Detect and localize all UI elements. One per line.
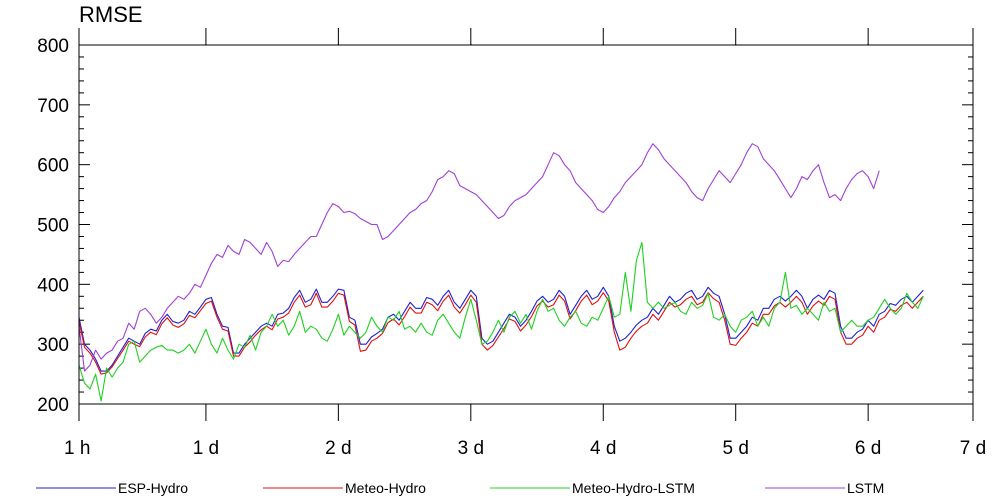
series-line-esp-hydro — [78, 286, 924, 372]
y-tick-label: 400 — [37, 275, 69, 296]
legend-label: Meteo-Hydro-LSTM — [572, 480, 695, 496]
y-axis-tick-labels: 200 300 400 500 600 700 800 — [37, 36, 69, 416]
legend: ESP-Hydro Meteo-Hydro Meteo-Hydro-LSTM LSTM — [36, 480, 884, 496]
x-tick-label: 2 d — [325, 438, 351, 459]
x-tick-label: 1 h — [64, 438, 90, 459]
x-tick-label: 3 d — [458, 438, 484, 459]
y-tick-label: 300 — [37, 335, 69, 356]
y-tick-label: 200 — [37, 395, 69, 416]
y-tick-label: 800 — [37, 36, 69, 57]
x-tick-label: 7 d — [960, 438, 986, 459]
chart-title: RMSE — [79, 2, 143, 27]
legend-label: Meteo-Hydro — [345, 480, 426, 496]
plot-frame — [78, 44, 974, 405]
y-tick-label: 700 — [37, 96, 69, 117]
series-lines — [78, 143, 924, 402]
x-tick-label: 6 d — [855, 438, 881, 459]
legend-label: LSTM — [847, 480, 884, 496]
x-tick-label: 4 d — [590, 438, 616, 459]
x-axis-tick-labels: 1 h 1 d 2 d 3 d 4 d 5 d 6 d 7 d — [64, 438, 986, 459]
y-tick-label: 500 — [37, 216, 69, 237]
x-tick-label: 5 d — [722, 438, 748, 459]
legend-label: ESP-Hydro — [118, 480, 188, 496]
axis-ticks — [78, 28, 974, 421]
series-line-lstm — [78, 143, 880, 372]
series-line-meteo-hydro-lstm — [78, 241, 924, 402]
y-tick-label: 600 — [37, 156, 69, 177]
x-tick-label: 1 d — [193, 438, 219, 459]
series-line-meteo-hydro — [78, 292, 924, 375]
